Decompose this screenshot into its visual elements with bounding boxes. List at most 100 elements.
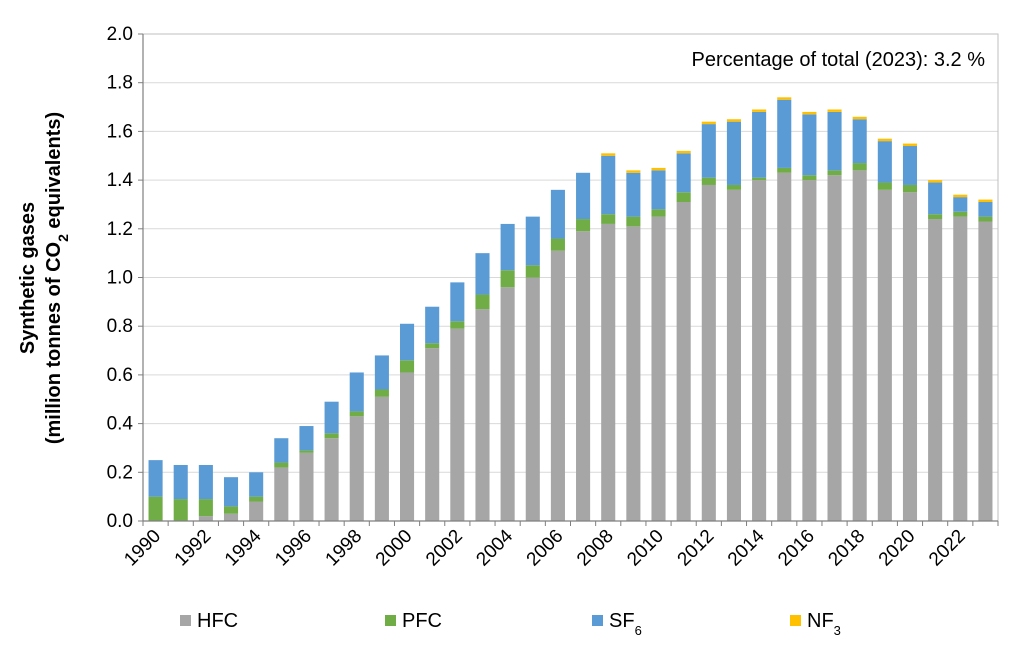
bar-pfc-2003 [475, 294, 490, 310]
bar-hfc-1996 [299, 452, 314, 521]
bar-pfc-2004 [500, 270, 515, 288]
bar-nf3-2018 [852, 116, 867, 120]
bar-pfc-2009 [626, 216, 641, 227]
bar-pfc-2010 [651, 209, 666, 217]
bar-sf6-1996 [299, 426, 314, 451]
y-axis-title-line1: Synthetic gases [17, 202, 39, 354]
bar-sf6-1998 [349, 372, 364, 412]
bar-hfc-1998 [349, 416, 364, 521]
y-tick-label: 0.8 [107, 316, 133, 337]
bar-pfc-2006 [550, 238, 565, 251]
x-tick-label: 2004 [472, 525, 517, 570]
bar-pfc-2020 [902, 184, 918, 193]
bar-hfc-1995 [274, 467, 289, 521]
x-tick-label: 2008 [573, 526, 618, 571]
bar-sf6-2017 [827, 111, 842, 171]
bar-nf3-2009 [626, 170, 641, 173]
legend-swatch-nf3 [790, 615, 801, 626]
bar-hfc-2014 [752, 180, 767, 521]
bar-nf3-2008 [601, 153, 616, 156]
y-axis-title-suffix: equivalents) [43, 112, 65, 234]
bar-nf3-2014 [752, 109, 767, 112]
bar-nf3-2012 [701, 121, 716, 125]
bar-sf6-2003 [475, 253, 490, 295]
bar-pfc-2023 [978, 216, 993, 222]
bar-pfc-1999 [374, 389, 389, 397]
bar-hfc-2023 [978, 221, 993, 521]
y-axis-title-line2: (million tonnes of CO2 equivalents) [43, 112, 71, 444]
bar-hfc-2015 [777, 172, 792, 522]
y-tick-label: 1.4 [107, 170, 134, 191]
bar-hfc-2008 [601, 223, 616, 521]
bar-sf6-2011 [676, 153, 691, 193]
bar-sf6-2008 [601, 155, 616, 215]
x-tick-label: 1994 [221, 525, 266, 570]
bar-sf6-2009 [626, 172, 641, 217]
chart-annotation: Percentage of total (2023): 3.2 % [691, 49, 985, 71]
y-tick-label: 1.8 [107, 73, 133, 94]
bar-hfc-2006 [550, 250, 565, 521]
x-tick-label: 2010 [623, 526, 668, 571]
bar-hfc-2021 [928, 219, 943, 521]
bar-hfc-2020 [902, 192, 918, 521]
bar-nf3-2017 [827, 109, 842, 112]
bar-pfc-2013 [726, 184, 741, 190]
bar-nf3-2015 [777, 97, 792, 100]
bar-pfc-2012 [701, 177, 716, 185]
bar-hfc-2012 [701, 184, 716, 521]
bar-sf6-2018 [852, 119, 867, 164]
bar-hfc-2011 [676, 202, 691, 521]
y-tick-label: 0.0 [107, 511, 133, 532]
bar-sf6-2002 [450, 282, 465, 322]
bar-sf6-1999 [374, 355, 389, 390]
bar-sf6-2020 [902, 146, 918, 185]
bar-nf3-2023 [978, 199, 993, 203]
bar-hfc-1997 [324, 438, 339, 521]
bars-group [148, 97, 993, 522]
bar-sf6-2006 [550, 189, 565, 239]
bar-pfc-2018 [852, 163, 867, 171]
bar-pfc-1992 [198, 499, 213, 517]
x-tick-label: 2022 [925, 526, 970, 571]
bar-hfc-2016 [802, 180, 817, 521]
bar-hfc-2018 [852, 170, 867, 522]
bar-hfc-2007 [576, 231, 591, 522]
x-tick-label: 2012 [674, 526, 719, 571]
bar-hfc-2001 [425, 348, 440, 521]
legend-swatch-hfc [180, 615, 191, 626]
bar-sf6-2013 [726, 121, 741, 185]
bar-sf6-2005 [525, 216, 540, 266]
bar-pfc-1995 [274, 462, 289, 468]
bar-pfc-2017 [827, 170, 842, 176]
y-axis-title-prefix: (million tonnes of CO [43, 242, 65, 444]
legend-swatch-sf6 [592, 615, 603, 626]
y-tick-label: 1.0 [107, 268, 133, 289]
x-tick-label: 1990 [120, 526, 165, 571]
bar-hfc-2019 [877, 189, 892, 521]
bar-sf6-2016 [802, 114, 817, 176]
bar-nf3-2021 [928, 180, 943, 183]
bar-sf6-1991 [173, 464, 188, 500]
gridlines [143, 33, 998, 473]
bar-pfc-2000 [400, 360, 415, 373]
bar-nf3-2022 [953, 194, 968, 198]
bar-sf6-2000 [400, 323, 415, 361]
bar-sf6-1997 [324, 401, 339, 434]
legend: HFC PFC SF6 NF3 [180, 610, 841, 638]
bar-hfc-1993 [223, 513, 239, 521]
legend-label-pfc: PFC [402, 610, 442, 632]
y-tick-label: 1.6 [107, 121, 133, 142]
bar-pfc-1993 [223, 506, 239, 514]
bar-sf6-2023 [978, 202, 993, 217]
bar-pfc-2019 [877, 182, 892, 190]
bar-sf6-2021 [928, 182, 943, 215]
bar-pfc-2022 [953, 211, 968, 217]
x-tick-label: 1992 [171, 526, 216, 571]
x-tick-label: 2020 [875, 526, 920, 571]
bar-sf6-2007 [576, 172, 591, 220]
y-tick-label: 1.2 [107, 219, 133, 240]
y-axis-title-subscript: 2 [55, 234, 71, 242]
bar-hfc-2004 [500, 287, 515, 521]
